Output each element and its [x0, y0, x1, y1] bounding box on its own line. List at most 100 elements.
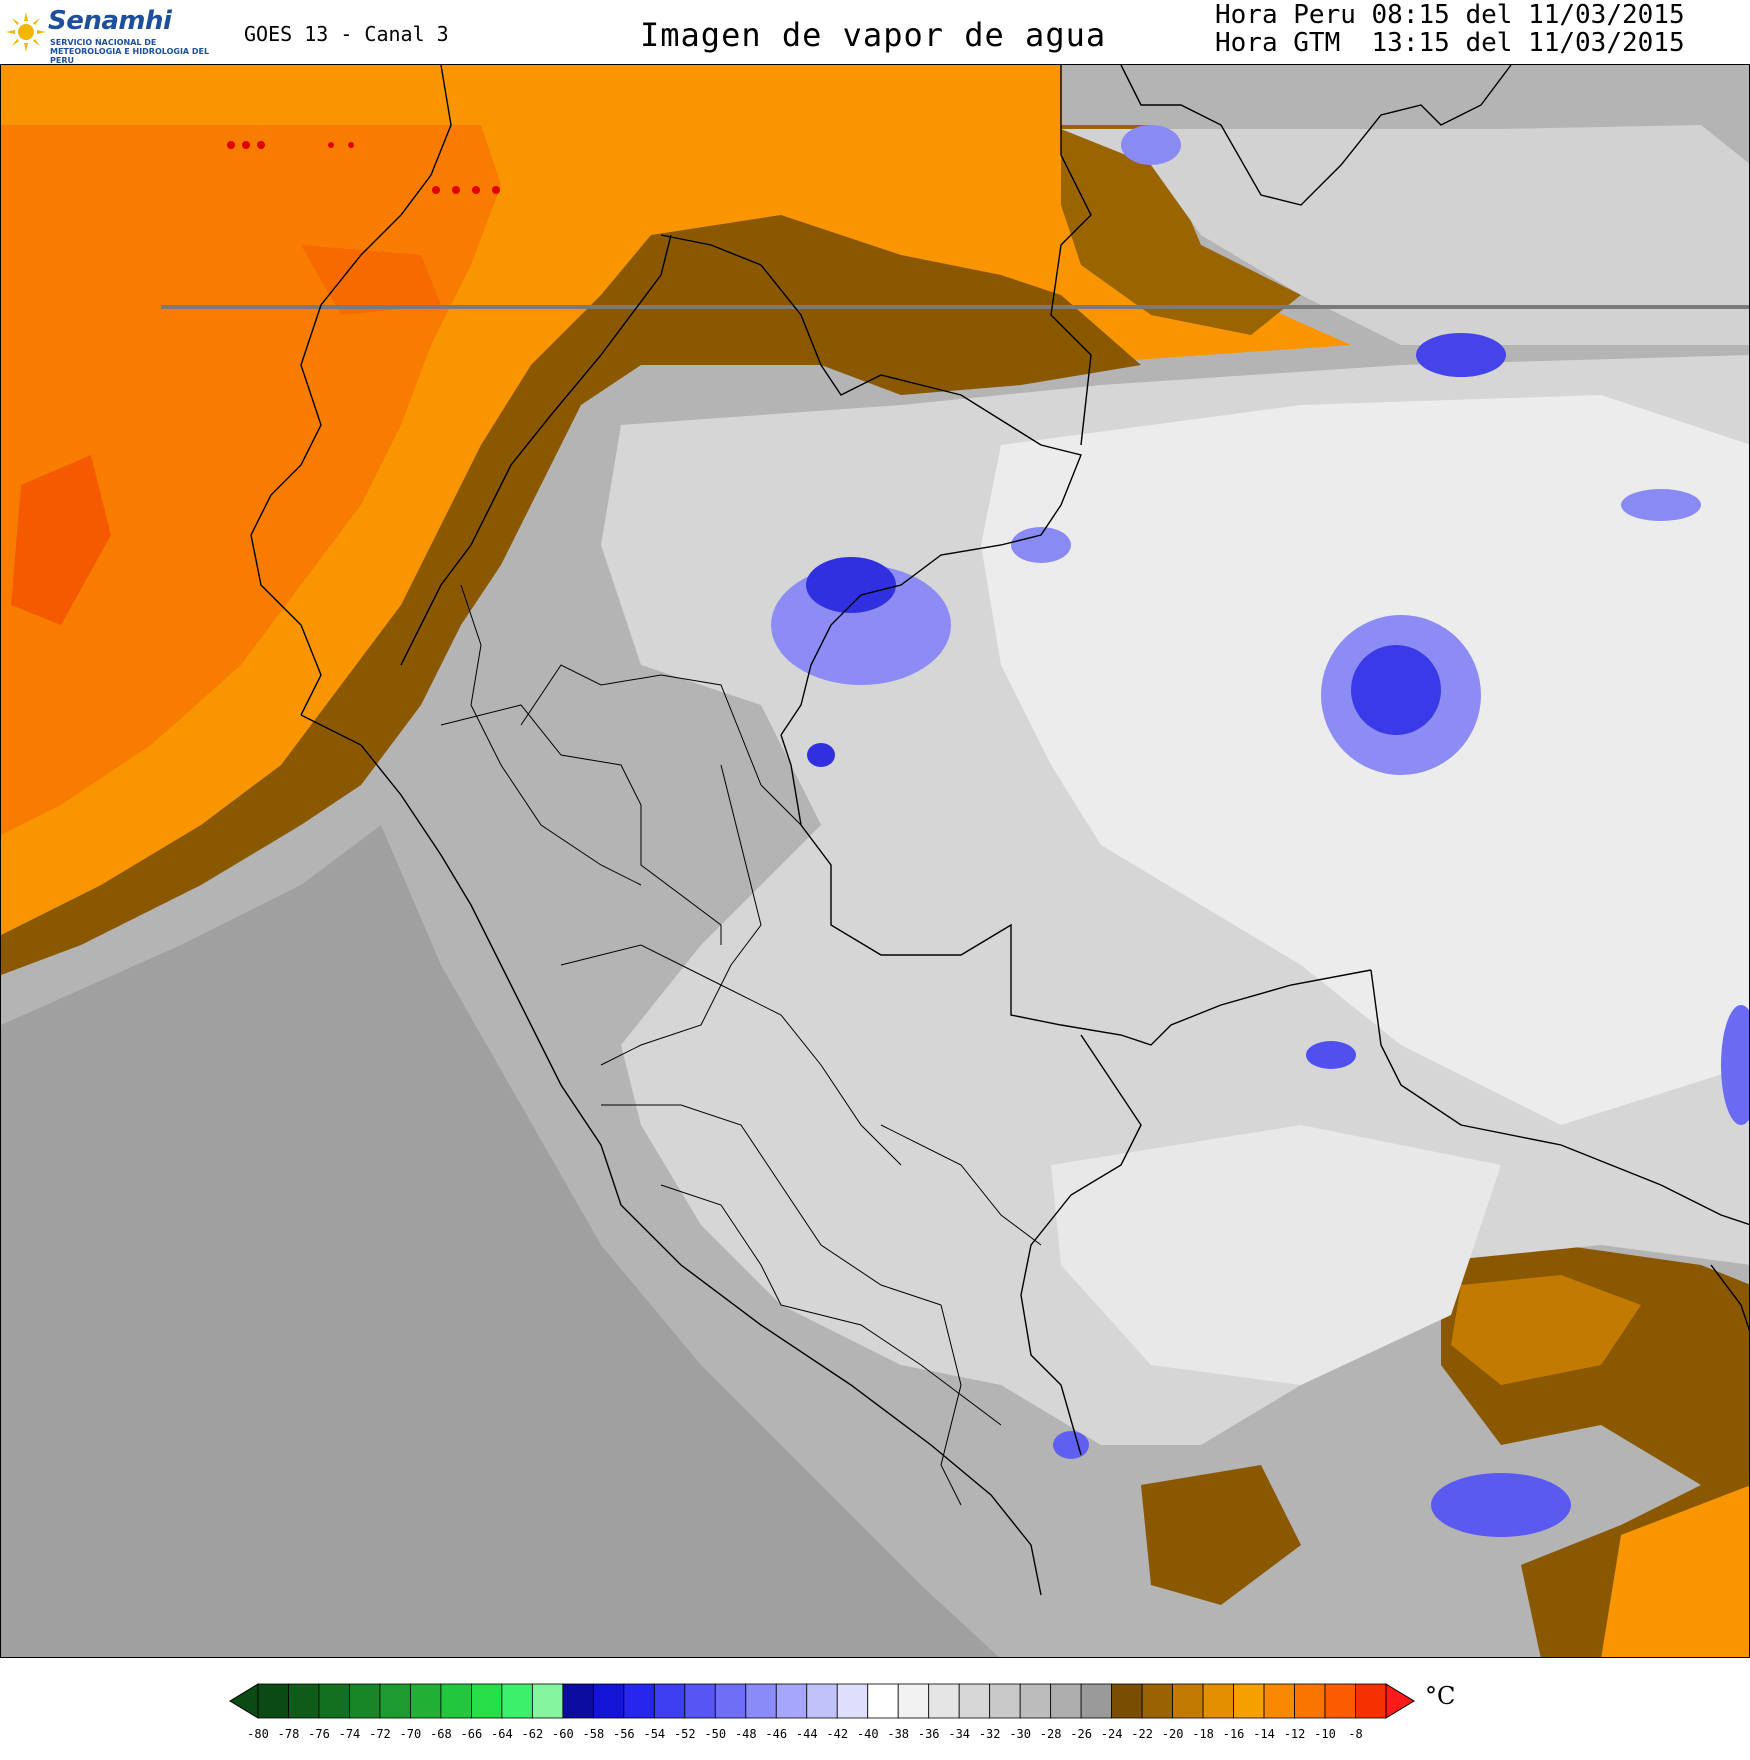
legend-cap-left	[229, 1683, 259, 1719]
convection-cell-3	[1431, 1473, 1571, 1537]
legend-swatch	[440, 1683, 472, 1719]
ocean-dark-gray	[1, 825, 999, 1657]
senamhi-logo: Senamhi SERVICIO NACIONAL DE METEOROLOGI…	[4, 4, 209, 65]
legend-tick-label: -70	[400, 1727, 422, 1741]
legend-swatch	[562, 1683, 594, 1719]
department-borders	[440, 584, 1042, 1506]
convection-cell-11	[1621, 489, 1701, 521]
legend-tick-label: -22	[1131, 1727, 1153, 1741]
convection-cell-8	[1053, 1431, 1089, 1459]
legend-tick-label: -80	[247, 1727, 269, 1741]
legend-tick-label: -40	[857, 1727, 879, 1741]
legend-swatch	[836, 1683, 869, 1719]
legend-swatch	[1324, 1683, 1356, 1719]
legend-tick-label: -56	[613, 1727, 635, 1741]
legend-swatch	[1050, 1683, 1082, 1719]
legend-swatch	[714, 1683, 747, 1719]
legend-tick-label: -24	[1101, 1727, 1123, 1741]
legend-tick-label: -38	[887, 1727, 909, 1741]
legend-tick-label: -14	[1253, 1727, 1275, 1741]
legend-tick-label: -18	[1192, 1727, 1214, 1741]
legend-swatch	[897, 1683, 930, 1719]
se-orange-region-2	[1601, 1485, 1749, 1657]
legend-swatch	[867, 1683, 899, 1719]
time-gmt: Hora GTM 13:15 del 11/03/2015	[1215, 28, 1685, 58]
convection-cell-9	[807, 743, 835, 767]
time-peru: Hora Peru 08:15 del 11/03/2015	[1215, 0, 1685, 30]
legend-tick-label: -66	[461, 1727, 483, 1741]
legend-swatch	[623, 1683, 655, 1719]
legend-tick-label: -74	[339, 1727, 361, 1741]
legend-tick-label: -78	[278, 1727, 300, 1741]
legend-tick-label: -36	[918, 1727, 940, 1741]
legend-cap-right	[1385, 1683, 1415, 1719]
legend-swatch	[1141, 1683, 1173, 1719]
legend-unit: °C	[1425, 1682, 1456, 1710]
south-brown-patch	[1141, 1465, 1301, 1605]
legend-swatch	[471, 1683, 503, 1719]
legend-tick-label: -68	[430, 1727, 452, 1741]
legend-swatch	[684, 1683, 716, 1719]
sun-icon	[6, 12, 46, 52]
dry-air-red-patch-2	[301, 245, 441, 315]
legend-swatch	[653, 1683, 686, 1719]
legend-swatch	[745, 1683, 777, 1719]
legend-swatch	[1080, 1683, 1113, 1719]
legend-tick-label: -20	[1162, 1727, 1184, 1741]
legend-swatch	[1172, 1683, 1204, 1719]
convection-cell-1-core	[806, 557, 896, 613]
legend-tick-label: -46	[765, 1727, 787, 1741]
legend-tick-label: -16	[1223, 1727, 1245, 1741]
legend-tick-label: -64	[491, 1727, 513, 1741]
political-borders	[250, 65, 1749, 1596]
moist-region-white-2	[1051, 1125, 1501, 1385]
satellite-map[interactable]	[0, 64, 1750, 1658]
legend-swatch	[349, 1683, 381, 1719]
header: Senamhi SERVICIO NACIONAL DE METEOROLOGI…	[0, 0, 1750, 65]
legend-tick-label: -52	[674, 1727, 696, 1741]
satellite-label: GOES 13 - Canal 3	[244, 22, 449, 46]
legend-swatch	[775, 1683, 808, 1719]
legend-tick-label: -42	[826, 1727, 848, 1741]
convection-cell-5	[1306, 1041, 1356, 1069]
legend-tick-label: -30	[1009, 1727, 1031, 1741]
legend-tick-label: -26	[1070, 1727, 1092, 1741]
convection-cell-2-core	[1351, 645, 1441, 735]
logo-name: Senamhi	[48, 6, 172, 36]
legend-swatch	[958, 1683, 991, 1719]
legend-swatch	[410, 1683, 442, 1719]
legend-swatch	[379, 1683, 411, 1719]
legend-swatch	[288, 1683, 320, 1719]
legend-bar: -80 -78 -76 -74 -72 -70 -68 -66 -64 -62 -60 -58 -56-…	[229, 1683, 1415, 1741]
map-canvas	[1, 65, 1749, 1657]
ne-brown-region	[1061, 125, 1301, 335]
page-title: Imagen de vapor de agua	[640, 16, 1107, 54]
legend-tick-label: -32	[979, 1727, 1001, 1741]
legend-tick-label: -54	[643, 1727, 665, 1741]
legend-swatch	[318, 1683, 350, 1719]
dry-air-red-patch	[11, 455, 111, 625]
legend-swatch	[806, 1683, 838, 1719]
legend-swatch	[1111, 1683, 1143, 1719]
legend-swatch	[592, 1683, 625, 1719]
legend-tick-label: -76	[308, 1727, 330, 1741]
legend-tick-label: -60	[552, 1727, 574, 1741]
legend-swatch	[1233, 1683, 1265, 1719]
legend-tick-label: -58	[583, 1727, 605, 1741]
legend-swatch	[989, 1683, 1021, 1719]
legend-tick-label: -12	[1284, 1727, 1306, 1741]
legend-swatch	[1294, 1683, 1326, 1719]
color-scale-legend: -80 -78 -76 -74 -72 -70 -68 -66 -64 -62 -60 -58 -56-…	[0, 1658, 1750, 1760]
scan-line-artifact	[161, 305, 1749, 309]
convection-cell-6	[1721, 1005, 1749, 1125]
legend-tick-label: -48	[735, 1727, 757, 1741]
moisture-boundary-brown	[1, 215, 1141, 975]
se-orange-region	[1451, 1275, 1641, 1385]
data-dots-artifact	[227, 141, 500, 194]
legend-tick-label: -10	[1314, 1727, 1336, 1741]
legend-swatch	[501, 1683, 533, 1719]
moist-region-north	[1061, 125, 1749, 345]
legend-swatch	[1202, 1683, 1234, 1719]
legend-swatch	[531, 1683, 564, 1719]
legend-tick-label: -72	[369, 1727, 391, 1741]
